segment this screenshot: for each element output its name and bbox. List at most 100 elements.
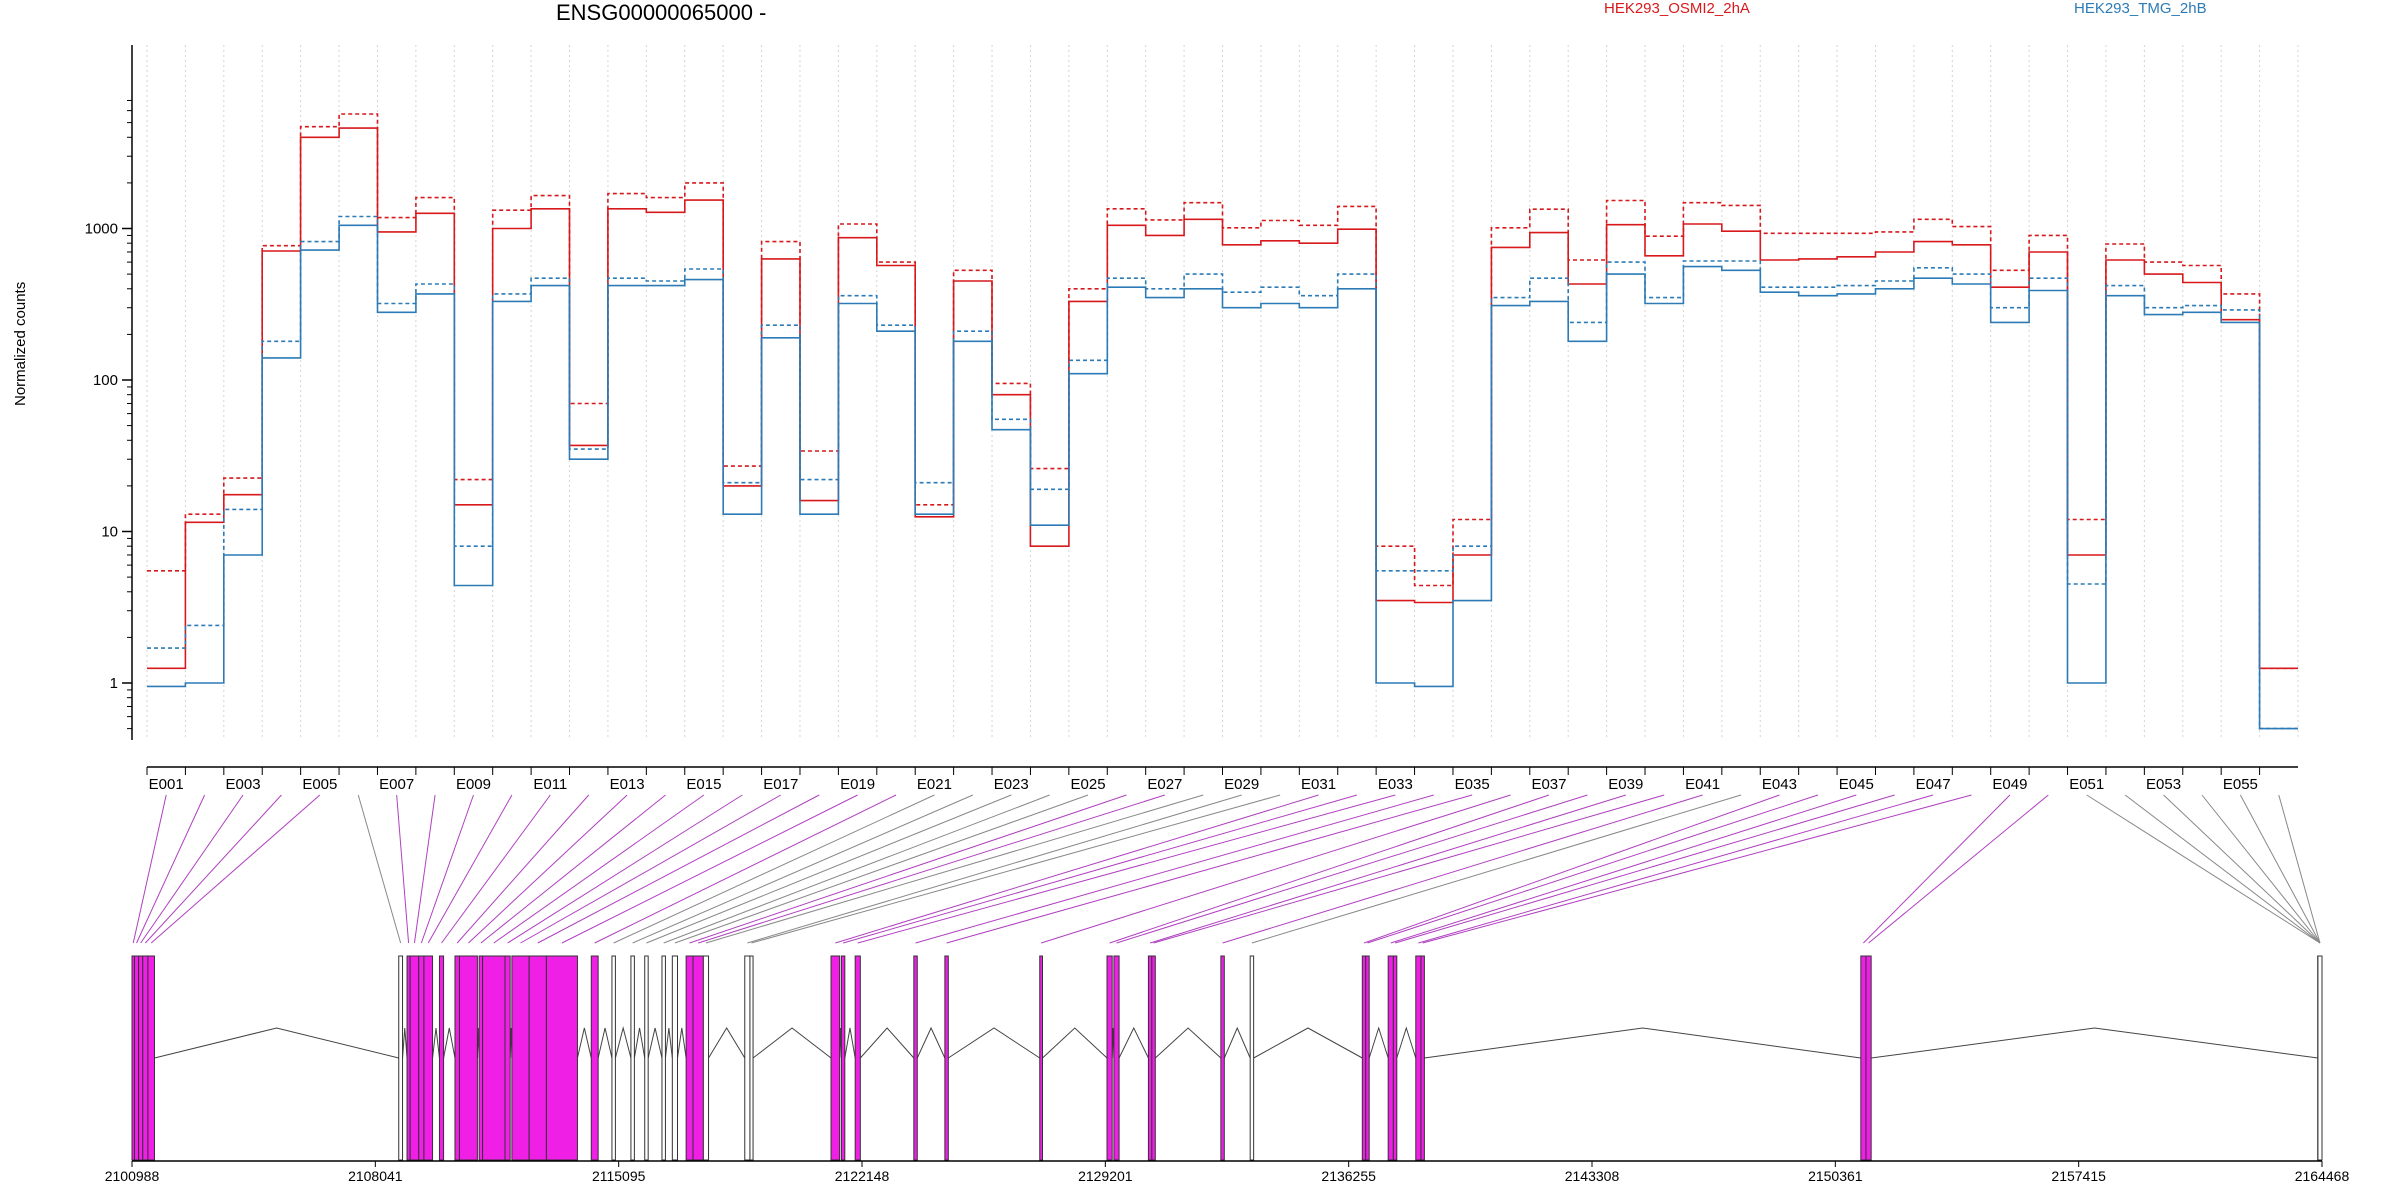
genomic-tick-label: 2115095	[592, 1168, 646, 1184]
x-tick-label: E031	[1301, 776, 1336, 793]
intron-line	[1154, 1027, 1222, 1059]
exon-box	[1387, 955, 1394, 1161]
x-tick-label: E051	[2069, 776, 2104, 793]
intron-line	[1871, 1027, 2318, 1059]
exon-box	[840, 955, 846, 1161]
exon-box	[611, 955, 616, 1161]
connector-line	[674, 794, 1089, 944]
connector-line	[480, 794, 666, 944]
exon-box	[671, 955, 678, 1161]
x-tick-label: E001	[149, 776, 184, 793]
genomic-tick-label: 2164468	[2295, 1168, 2350, 1184]
intron-line	[1368, 1026, 1389, 1059]
connector-line	[946, 794, 1473, 944]
intron-line	[432, 1027, 440, 1059]
x-tick-label: E021	[917, 776, 952, 793]
y-tick-label: 10	[101, 524, 118, 541]
connector-line	[1251, 794, 1742, 944]
exon-box	[944, 955, 949, 1161]
exon-box	[1220, 955, 1225, 1161]
x-tick-label: E017	[763, 776, 798, 793]
x-tick-label: E027	[1147, 776, 1182, 793]
connector-line	[689, 794, 1127, 944]
intron-line	[1424, 1027, 1861, 1059]
connector-line	[2239, 794, 2321, 944]
legend-entry-tmg: HEK293_TMG_2hB	[2074, 0, 2207, 17]
intron-line	[677, 1027, 687, 1059]
exon-box	[913, 955, 918, 1161]
intron-line	[1396, 1026, 1417, 1059]
exon-box	[1039, 955, 1043, 1161]
exon-box	[147, 955, 155, 1161]
connector-line	[751, 794, 1281, 944]
exon-box	[398, 955, 404, 1161]
connector-line	[2124, 794, 2321, 944]
exon-box	[692, 955, 704, 1161]
connector-line	[857, 794, 1396, 944]
exon-box	[511, 955, 530, 1161]
intron-line	[614, 1026, 632, 1059]
exon-box	[409, 955, 420, 1161]
connector-line	[915, 794, 1434, 944]
connector-line	[2086, 794, 2321, 944]
exon-box	[2317, 955, 2323, 1161]
connector-line	[2201, 794, 2321, 944]
chart-title: ENSG00000065000 -	[556, 0, 767, 25]
connector-line	[132, 794, 167, 944]
connector-line	[427, 794, 513, 944]
x-tick-label: E037	[1531, 776, 1566, 793]
x-tick-label: E049	[1992, 776, 2027, 793]
exon-box	[1392, 955, 1398, 1161]
connector-line	[140, 794, 244, 944]
exon-box	[1865, 955, 1872, 1161]
connector-line	[747, 794, 1242, 944]
x-tick-label: E043	[1762, 776, 1797, 793]
intron-line	[1253, 1027, 1363, 1059]
exon-box	[644, 955, 649, 1161]
connector-line	[1418, 794, 1934, 944]
series-line-3	[147, 224, 2298, 730]
exon-box	[1420, 955, 1425, 1161]
exon-box	[1113, 955, 1120, 1161]
connector-line	[520, 794, 782, 944]
connector-line	[842, 794, 1358, 944]
intron-line	[647, 1027, 663, 1059]
legend-entry-osmi2: HEK293_OSMI2_2hA	[1604, 0, 1750, 17]
exon-box	[1361, 955, 1367, 1161]
intron-line	[664, 1027, 673, 1059]
exon-box	[1147, 955, 1153, 1161]
exon-box	[142, 955, 149, 1161]
exon-box	[478, 955, 484, 1161]
y-tick-label: 1000	[85, 221, 118, 238]
series-line-0	[147, 113, 2298, 670]
connector-line	[1149, 794, 1626, 944]
connector-line	[632, 794, 974, 944]
exon-box	[590, 955, 599, 1161]
exon-box	[133, 955, 140, 1161]
connector-line	[468, 794, 628, 944]
connector-line	[537, 794, 820, 944]
connector-line	[1394, 794, 1895, 944]
x-tick-label: E003	[226, 776, 261, 793]
connector-line	[698, 794, 1166, 944]
connector-line	[1040, 794, 1511, 944]
genomic-tick-label: 2136255	[1321, 1168, 1376, 1184]
exon-box	[630, 955, 635, 1161]
connector-line	[420, 794, 474, 944]
connector-line	[1367, 794, 1819, 944]
exon-box	[661, 955, 666, 1161]
y-tick-label: 1	[110, 675, 118, 692]
genomic-tick-label: 2129201	[1078, 1168, 1133, 1184]
exon-box	[454, 955, 460, 1161]
exon-box	[830, 955, 841, 1161]
genomic-tick-label: 2122148	[835, 1168, 890, 1184]
exon-box	[482, 955, 506, 1161]
connector-line	[705, 794, 1204, 944]
exon-box	[685, 955, 694, 1161]
intron-line	[597, 1027, 613, 1059]
exon-box	[854, 955, 861, 1161]
exon-box	[1860, 955, 1867, 1161]
exon-box	[702, 955, 710, 1161]
